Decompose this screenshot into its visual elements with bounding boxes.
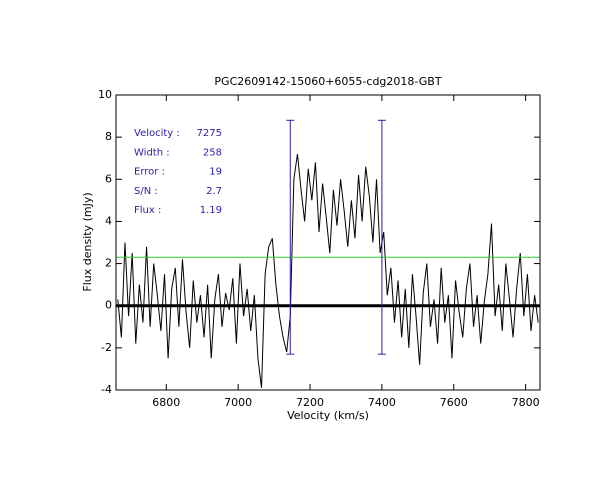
y-tick-label: 0	[105, 299, 112, 312]
x-tick-label: 7400	[368, 396, 396, 409]
annotation-value: 258	[203, 147, 222, 158]
annotation-label: Velocity :	[134, 128, 180, 139]
y-tick-label: 4	[105, 214, 112, 227]
chart-title: PGC2609142-15060+6055-cdg2018-GBT	[214, 75, 441, 88]
annotation-value: 2.7	[206, 186, 222, 197]
annotation-value: 1.19	[200, 205, 222, 216]
annotation-label: Flux :	[134, 205, 161, 216]
annotation-label: Error :	[134, 167, 165, 178]
x-tick-label: 6800	[152, 396, 180, 409]
x-tick-label: 7200	[296, 396, 324, 409]
y-tick-label: -4	[101, 383, 112, 396]
y-tick-label: 8	[105, 130, 112, 143]
spectrum-line	[117, 153, 539, 388]
y-tick-label: 10	[98, 88, 112, 101]
x-tick-label: 7800	[512, 396, 540, 409]
annotation-label: Width :	[134, 147, 170, 158]
y-tick-label: -2	[101, 341, 112, 354]
x-tick-label: 7600	[440, 396, 468, 409]
x-axis-label: Velocity (km/s)	[287, 409, 369, 422]
annotation-label: S/N :	[134, 186, 158, 197]
annotation-value: 7275	[197, 128, 222, 139]
y-tick-label: 2	[105, 257, 112, 270]
x-tick-label: 7000	[224, 396, 252, 409]
y-tick-label: 6	[105, 172, 112, 185]
annotation-value: 19	[209, 167, 222, 178]
y-axis-label: Flux density (mJy)	[81, 192, 94, 291]
plot-frame	[115, 94, 541, 391]
